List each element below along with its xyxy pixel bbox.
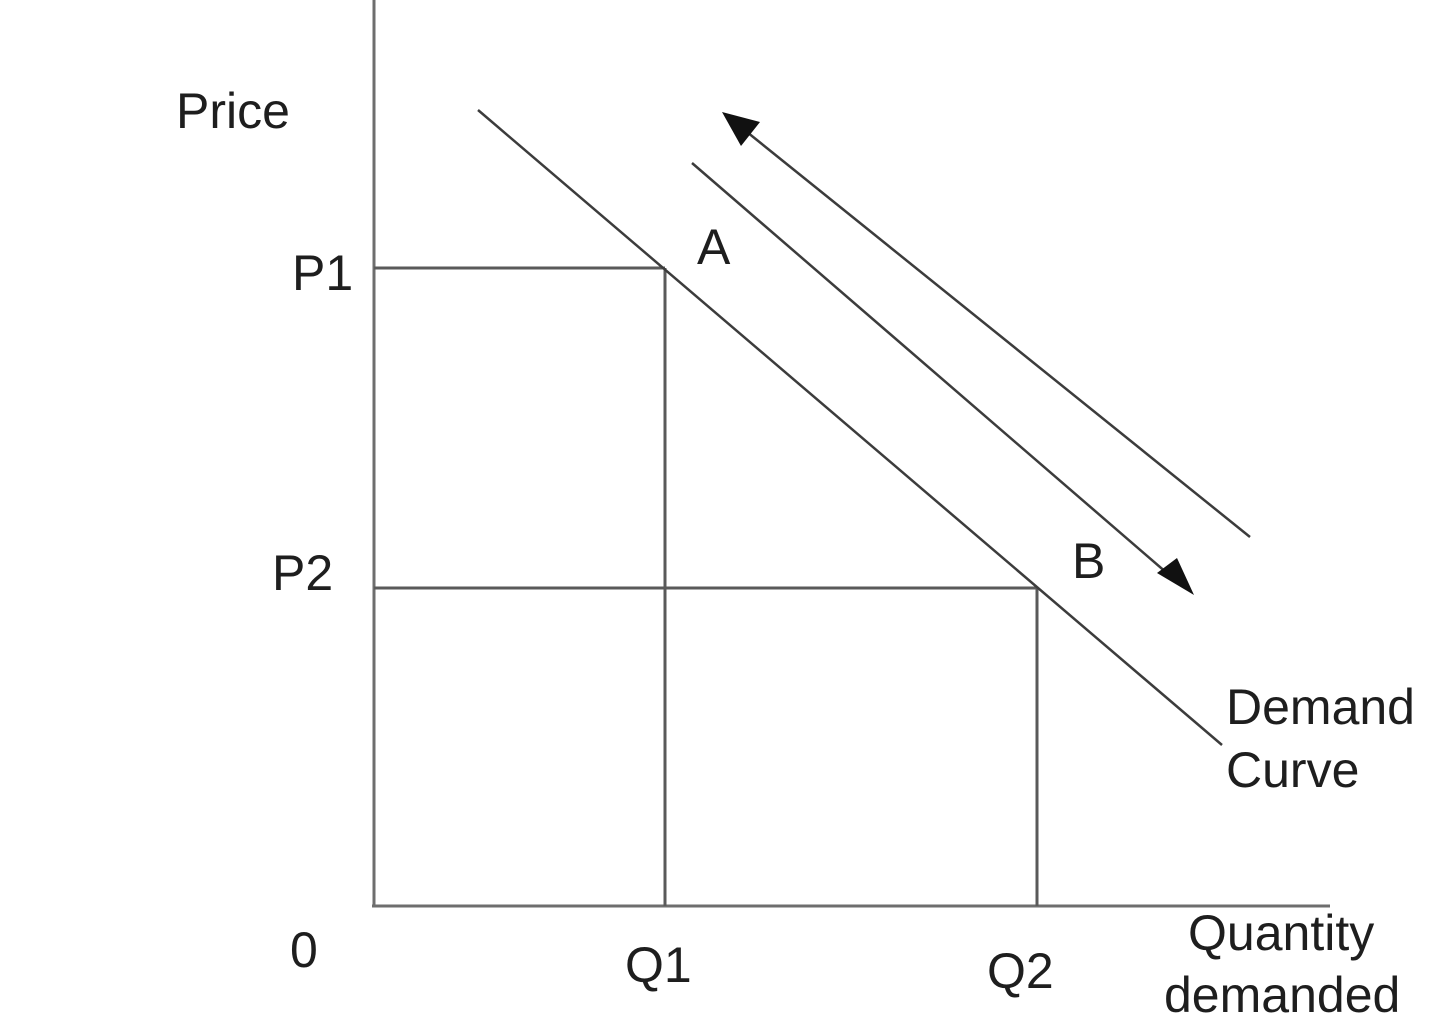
- point-a-label: A: [697, 219, 731, 275]
- p2-label: P2: [272, 545, 333, 601]
- arrow-up-left-icon: [722, 112, 760, 146]
- point-b-label: B: [1072, 533, 1105, 589]
- demand-curve-line: [477, 109, 1223, 746]
- x-axis-label-line1: Quantity: [1188, 905, 1374, 961]
- arrow-down-right-icon: [1157, 558, 1194, 595]
- p1-label: P1: [292, 245, 353, 301]
- q2-label: Q2: [987, 943, 1054, 999]
- curve-label-line1: Demand: [1226, 679, 1415, 735]
- x-axis-label-line2: demanded: [1164, 967, 1400, 1023]
- movement-arrow-up-line: [741, 127, 1251, 538]
- origin-label: 0: [290, 922, 318, 978]
- q1-label: Q1: [625, 937, 692, 993]
- curve-label-line2: Curve: [1226, 742, 1359, 798]
- y-axis-label: Price: [176, 83, 290, 139]
- movement-arrow-down-line: [691, 162, 1176, 581]
